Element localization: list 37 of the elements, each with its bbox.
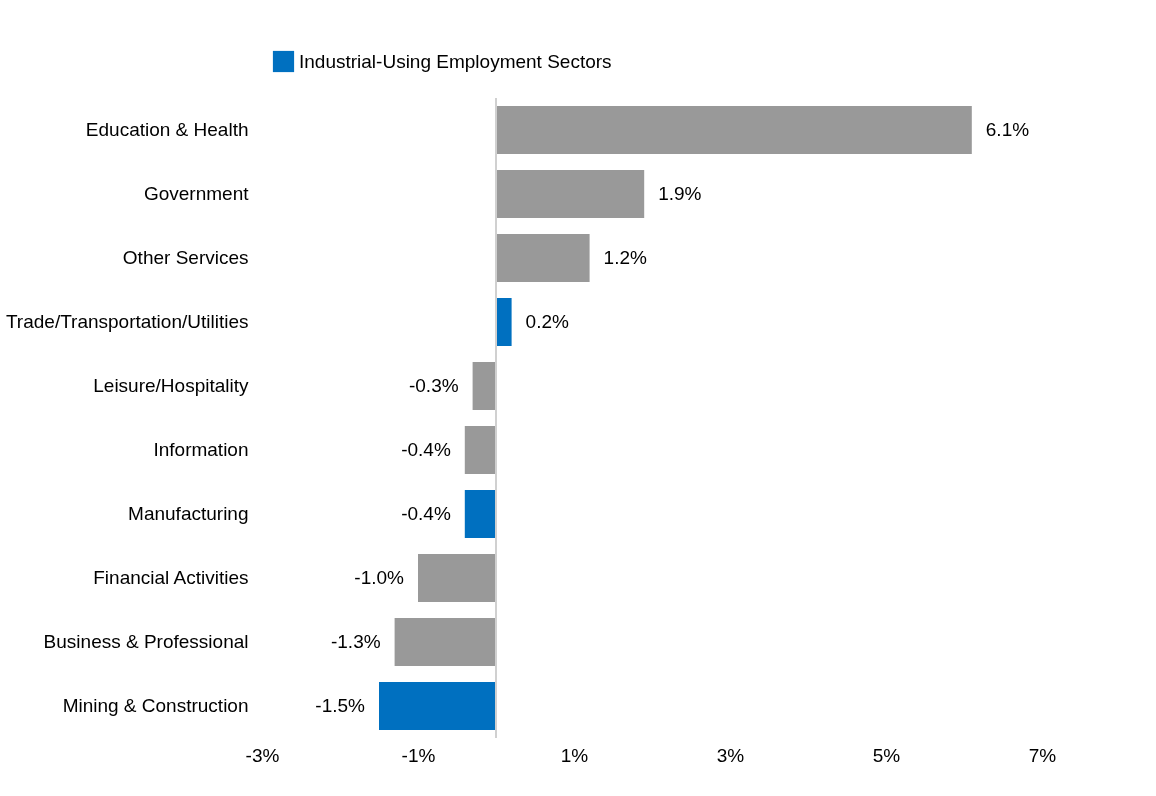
data-label: 1.9% bbox=[658, 183, 702, 204]
bar bbox=[418, 554, 496, 602]
bar bbox=[496, 298, 512, 346]
y-tick-label: Other Services bbox=[122, 247, 249, 268]
x-tick-label: 3% bbox=[716, 744, 745, 766]
y-tick-label: Leisure/Hospitality bbox=[93, 375, 249, 396]
x-tick-label: -3% bbox=[245, 744, 280, 766]
bar bbox=[496, 170, 645, 218]
y-tick-label: Business & Professional bbox=[43, 631, 249, 652]
bar bbox=[394, 618, 496, 666]
bar bbox=[472, 362, 496, 410]
data-label: -0.3% bbox=[408, 375, 459, 396]
legend-label: Industrial-Using Employment Sectors bbox=[299, 50, 612, 72]
data-label: -0.4% bbox=[401, 503, 451, 524]
bar bbox=[496, 234, 590, 282]
data-label: -1.5% bbox=[315, 695, 366, 716]
y-tick-label: Financial Activities bbox=[93, 567, 249, 588]
y-tick-label: Information bbox=[153, 439, 249, 460]
y-tick-label: Education & Health bbox=[85, 119, 249, 140]
data-label: -0.4% bbox=[401, 439, 451, 460]
data-label: -1.3% bbox=[330, 631, 381, 652]
x-tick-label: -1% bbox=[401, 744, 436, 766]
y-tick-label: Government bbox=[143, 183, 250, 204]
data-label: 1.2% bbox=[603, 247, 648, 268]
data-label: 0.2% bbox=[525, 311, 570, 332]
y-tick-label: Trade/Transportation/Utilities bbox=[5, 311, 249, 332]
y-tick-label: Mining & Construction bbox=[62, 695, 249, 716]
data-label: -1.0% bbox=[354, 567, 405, 588]
x-tick-label: 5% bbox=[872, 744, 901, 766]
bar bbox=[496, 106, 972, 154]
bar bbox=[464, 490, 496, 538]
bar bbox=[379, 682, 496, 730]
bar bbox=[464, 426, 496, 474]
x-tick-label: 7% bbox=[1028, 744, 1057, 766]
x-tick-label: 1% bbox=[560, 744, 589, 766]
data-label: 6.1% bbox=[985, 119, 1030, 140]
y-tick-label: Manufacturing bbox=[128, 503, 249, 524]
